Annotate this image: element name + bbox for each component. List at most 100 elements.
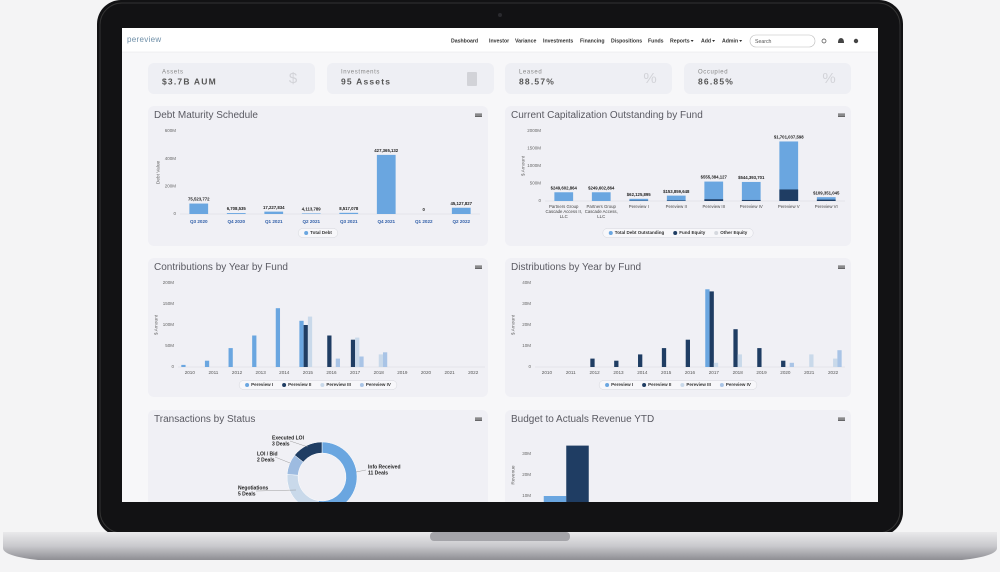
y-axis-title: Debt Value (155, 160, 161, 184)
card-bg (505, 106, 851, 246)
pie-slice[interactable] (294, 441, 323, 463)
bar (733, 329, 738, 367)
search-icon[interactable] (821, 38, 827, 44)
x-tick-label: Q4 2020 (227, 219, 245, 224)
x-tick-label: Partners Group Cascade Access, LLC (584, 204, 618, 219)
pie-slice[interactable] (317, 441, 358, 512)
card-title: Budget to Actuals Revenue YTD (511, 414, 654, 425)
kpi-card-bg (327, 63, 494, 94)
bar (685, 339, 690, 367)
legend-label[interactable]: Total Debt (310, 230, 332, 235)
chart-card: Distributions by Year by Fund 0 10M 20M 30M 4… (505, 258, 851, 397)
nav-item[interactable]: Admin (722, 38, 738, 44)
x-tick-label-box: Pereview II (666, 204, 687, 209)
x-tick-label: 2012 (589, 370, 600, 375)
kpi-value: 95 Assets (341, 76, 391, 86)
y-tick-label: 150M (163, 301, 175, 306)
bar (705, 289, 710, 367)
legend-swatch[interactable] (282, 383, 287, 387)
legend-label[interactable]: Pereview III (686, 382, 711, 387)
bar (757, 348, 762, 367)
bar (355, 337, 360, 367)
legend-label[interactable]: Other Equity (720, 230, 747, 235)
nav-caret[interactable] (739, 40, 743, 42)
nav-item[interactable]: Dispositions (611, 38, 642, 44)
kpi-value: 88.57% (519, 76, 555, 86)
legend-label[interactable]: Pereview II (288, 382, 311, 387)
legend-swatch[interactable] (245, 383, 250, 387)
y-tick-label: 1000M (527, 163, 541, 168)
legend-swatch[interactable] (608, 231, 613, 235)
bar-value-label: 427,365,132 (374, 148, 399, 153)
bar-value-label: 6,708,535 (227, 206, 247, 211)
legend-label[interactable]: Pereview I (611, 382, 633, 387)
bar (833, 358, 838, 367)
x-tick-label-box: Pereview V (777, 204, 800, 209)
y-tick-label: 10M (522, 343, 531, 348)
legend-swatch[interactable] (714, 231, 719, 235)
logo[interactable]: pereview (127, 35, 161, 44)
x-tick-label-box: Partners Group Cascade Access II, LLC (545, 204, 582, 219)
bar (303, 325, 308, 367)
legend-swatch[interactable] (642, 383, 647, 387)
legend-label[interactable]: Total Debt Outstanding (615, 230, 665, 235)
pie-value-label: 5 Deals (238, 491, 256, 497)
bar-value-label: 45,127,827 (450, 201, 472, 206)
y-tick-label: 0 (171, 364, 174, 369)
x-tick-label: Pereview V (777, 204, 800, 209)
legend-swatch[interactable] (680, 383, 685, 387)
nav-item[interactable]: Reports (670, 38, 690, 44)
legend-label[interactable]: Pereview IV (366, 382, 391, 387)
pie-leader (289, 440, 309, 448)
y-tick-label: 30M (522, 301, 531, 306)
legend-swatch[interactable] (719, 383, 724, 387)
search-box[interactable] (749, 34, 816, 48)
x-tick-label: 2017 (709, 370, 720, 375)
nav-item[interactable]: Financing (580, 38, 605, 44)
x-tick-label-box: Pereview III (703, 204, 725, 209)
bar (709, 291, 714, 367)
legend-label[interactable]: Pereview III (326, 382, 351, 387)
search-placeholder[interactable]: Search (755, 39, 772, 45)
bar (566, 445, 589, 502)
legend-label[interactable]: Pereview II (648, 382, 671, 387)
legend-swatch[interactable] (320, 383, 325, 387)
bar (228, 348, 233, 367)
legend-box (297, 228, 339, 238)
kpi-label: Assets (162, 70, 184, 76)
chart-card: Current Capitalization Outstanding by Fu… (505, 106, 851, 246)
bar-value-label: $555,384,127 (701, 175, 728, 180)
nav-item[interactable]: Funds (648, 38, 664, 44)
legend-swatch[interactable] (605, 383, 610, 387)
y-tick-label: 0 (538, 198, 541, 203)
x-tick-label: Q1 2022 (415, 219, 433, 224)
bar-value-label: $249,602,864 (551, 185, 578, 190)
bar (359, 356, 364, 367)
bell-icon[interactable] (838, 38, 844, 43)
bar (779, 141, 799, 201)
nav-item[interactable]: Investor (489, 38, 509, 44)
bar (264, 211, 284, 214)
card-bg (505, 410, 851, 502)
legend-swatch[interactable] (359, 383, 364, 387)
pie-label: Negotiations (238, 485, 268, 491)
bar-value-label: $1,701,037,598 (774, 135, 804, 140)
nav-caret[interactable] (712, 40, 716, 42)
nav-item[interactable]: Dashboard (451, 38, 478, 44)
y-tick-label: 200M (165, 184, 177, 189)
bar (350, 339, 356, 367)
legend-label[interactable]: Pereview IV (726, 382, 751, 387)
nav-item[interactable]: Investments (543, 38, 573, 44)
nav-caret[interactable] (690, 40, 694, 42)
nav-item[interactable]: Add (701, 38, 711, 44)
legend-label[interactable]: Fund Equity (679, 230, 705, 235)
nav-item[interactable]: Variance (515, 38, 536, 44)
bar (789, 362, 794, 367)
legend-swatch[interactable] (304, 231, 309, 235)
bar (704, 181, 724, 201)
legend-swatch[interactable] (673, 231, 678, 235)
settings-icon[interactable] (853, 38, 859, 44)
legend-label[interactable]: Pereview I (251, 382, 273, 387)
